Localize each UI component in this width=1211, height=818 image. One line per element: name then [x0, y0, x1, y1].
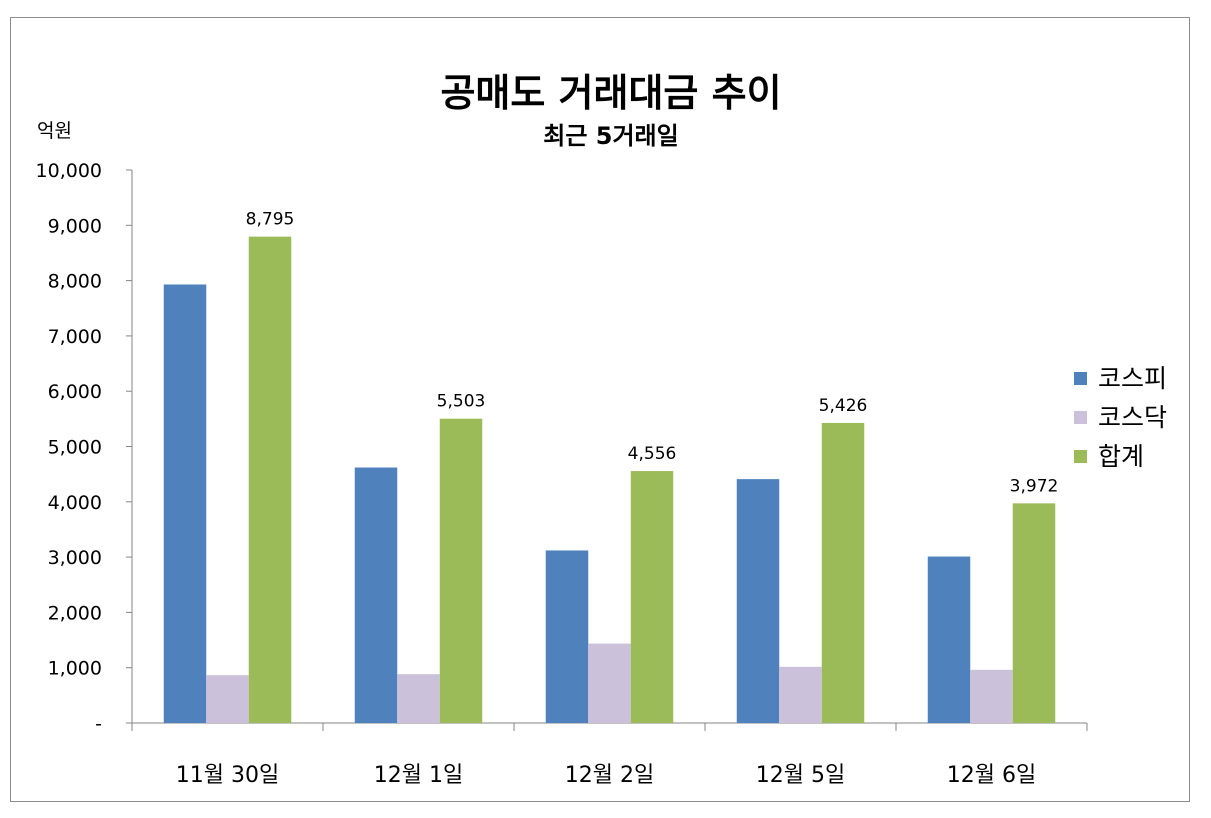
data-label: 8,795: [246, 210, 295, 230]
y-tick-label: 7,000: [48, 326, 102, 348]
y-tick-label: 8,000: [48, 271, 102, 293]
data-label: 3,972: [1010, 476, 1059, 496]
bar-2: [970, 669, 1013, 723]
bar-1: [354, 467, 398, 723]
y-tick-label: 2,000: [48, 602, 102, 624]
y-tick-label: 10,000: [36, 160, 102, 182]
x-category-label: 12월 2일: [565, 763, 654, 788]
bar-1: [927, 556, 971, 723]
bar-3: [1012, 503, 1056, 723]
x-category-label: 12월 5일: [756, 763, 845, 788]
bar-3: [439, 418, 483, 723]
y-tick-label: 1,000: [48, 658, 102, 680]
bar-3: [821, 422, 865, 723]
bar-3: [630, 471, 674, 723]
bar-2: [779, 666, 822, 723]
chart-frame: 공매도 거래대금 추이 최근 5거래일 억원 - 1,000 2,000 3,000 4…: [10, 17, 1190, 802]
chart-title: 공매도 거래대금 추이: [440, 71, 781, 115]
x-category-label: 11월 30일: [176, 763, 279, 788]
legend-label: 코스닥: [1098, 403, 1167, 432]
legend-swatch: [1074, 450, 1087, 463]
bar-1: [545, 550, 589, 723]
y-tick-label: 6,000: [48, 381, 102, 403]
data-labels: 8,795 5,503 4,556 5,426 3,972: [246, 210, 1059, 497]
bars: [163, 236, 1056, 723]
axes: - 1,000 2,000 3,000 4,000 5,000 6,000 7,000 8,00…: [36, 160, 1088, 788]
y-tick-label: -: [95, 713, 102, 735]
bar-1: [163, 284, 207, 723]
legend-swatch: [1074, 372, 1087, 385]
y-tick-label: 4,000: [48, 492, 102, 514]
legend-label: 코스피: [1098, 364, 1167, 393]
y-tick-label: 9,000: [48, 215, 102, 237]
legend-label: 합계: [1098, 442, 1144, 471]
y-axis-unit-label: 억원: [37, 120, 72, 142]
x-category-label: 12월 1일: [374, 763, 463, 788]
y-tick-label: 3,000: [48, 547, 102, 569]
bar-2: [397, 674, 440, 723]
data-label: 4,556: [628, 444, 677, 464]
y-tick-label: 5,000: [48, 437, 102, 459]
x-category-label: 12월 6일: [947, 763, 1036, 788]
bar-2: [588, 643, 631, 723]
data-label: 5,503: [437, 392, 486, 412]
bar-1: [736, 479, 780, 723]
data-label: 5,426: [819, 396, 868, 416]
bar-chart: 공매도 거래대금 추이 최근 5거래일 억원 - 1,000 2,000 3,000 4…: [36, 71, 1168, 788]
chart-subtitle: 최근 5거래일: [543, 122, 678, 150]
bar-3: [248, 236, 292, 723]
bar-2: [206, 675, 249, 723]
legend-swatch: [1074, 411, 1087, 424]
